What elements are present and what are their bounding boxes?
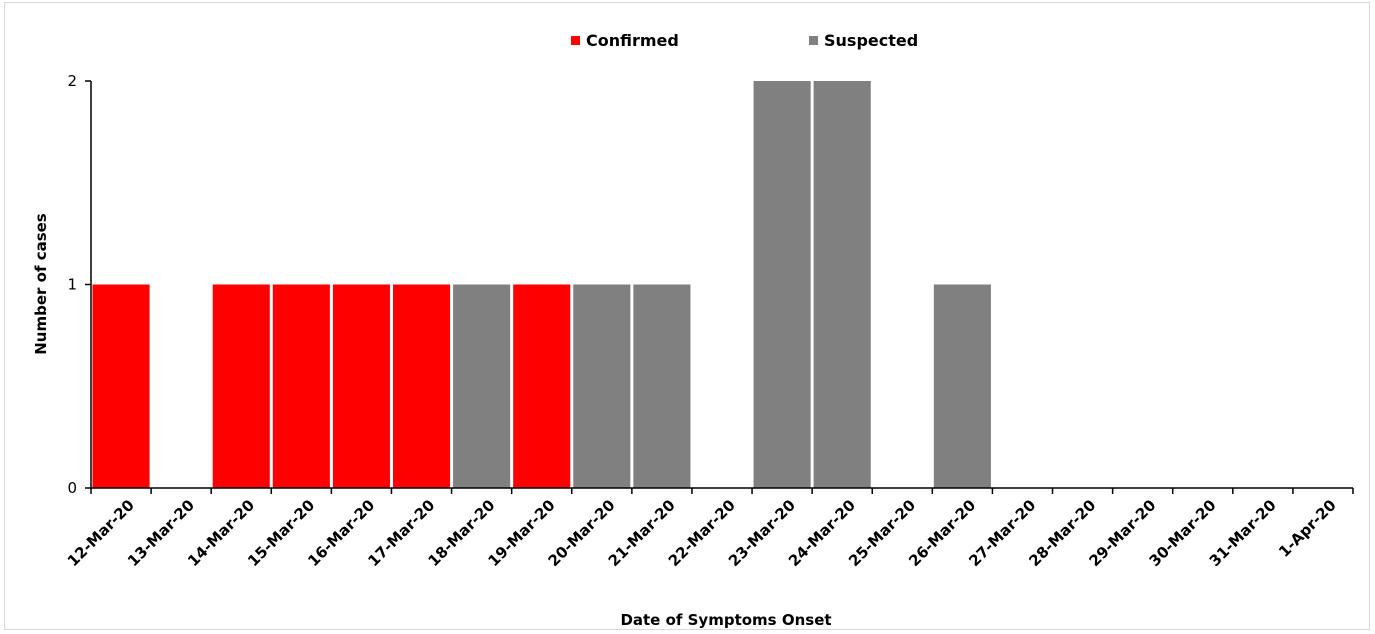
bar-confirmed-19-Mar-20 <box>513 284 571 488</box>
legend-swatch-confirmed <box>571 36 580 45</box>
y-tick-label: 1 <box>67 276 77 294</box>
legend: Confirmed Suspected <box>571 31 918 50</box>
legend-label-suspected: Suspected <box>824 31 918 50</box>
x-tick-label: 1-Apr-20 <box>1275 496 1340 561</box>
bar-suspected-18-Mar-20 <box>453 284 511 488</box>
x-ticks: 12-Mar-2013-Mar-2014-Mar-2015-Mar-2016-M… <box>64 488 1354 570</box>
bars <box>92 81 991 488</box>
bar-confirmed-14-Mar-20 <box>212 284 270 488</box>
bar-suspected-26-Mar-20 <box>933 284 991 488</box>
bar-confirmed-15-Mar-20 <box>272 284 330 488</box>
y-tick-label: 2 <box>67 72 77 90</box>
bar-confirmed-16-Mar-20 <box>332 284 390 488</box>
y-tick-label: 0 <box>67 479 77 497</box>
bar-confirmed-12-Mar-20 <box>92 284 150 488</box>
bar-suspected-24-Mar-20 <box>813 81 871 488</box>
bar-confirmed-17-Mar-20 <box>392 284 451 488</box>
x-axis-title: Date of Symptoms Onset <box>620 611 831 629</box>
y-ticks: 0 1 2 <box>67 72 91 497</box>
legend-label-confirmed: Confirmed <box>586 31 679 50</box>
y-axis-title: Number of cases <box>32 213 50 355</box>
legend-swatch-suspected <box>809 36 818 45</box>
bar-suspected-23-Mar-20 <box>753 81 811 488</box>
bar-suspected-20-Mar-20 <box>573 284 631 488</box>
bar-suspected-21-Mar-20 <box>633 284 691 488</box>
